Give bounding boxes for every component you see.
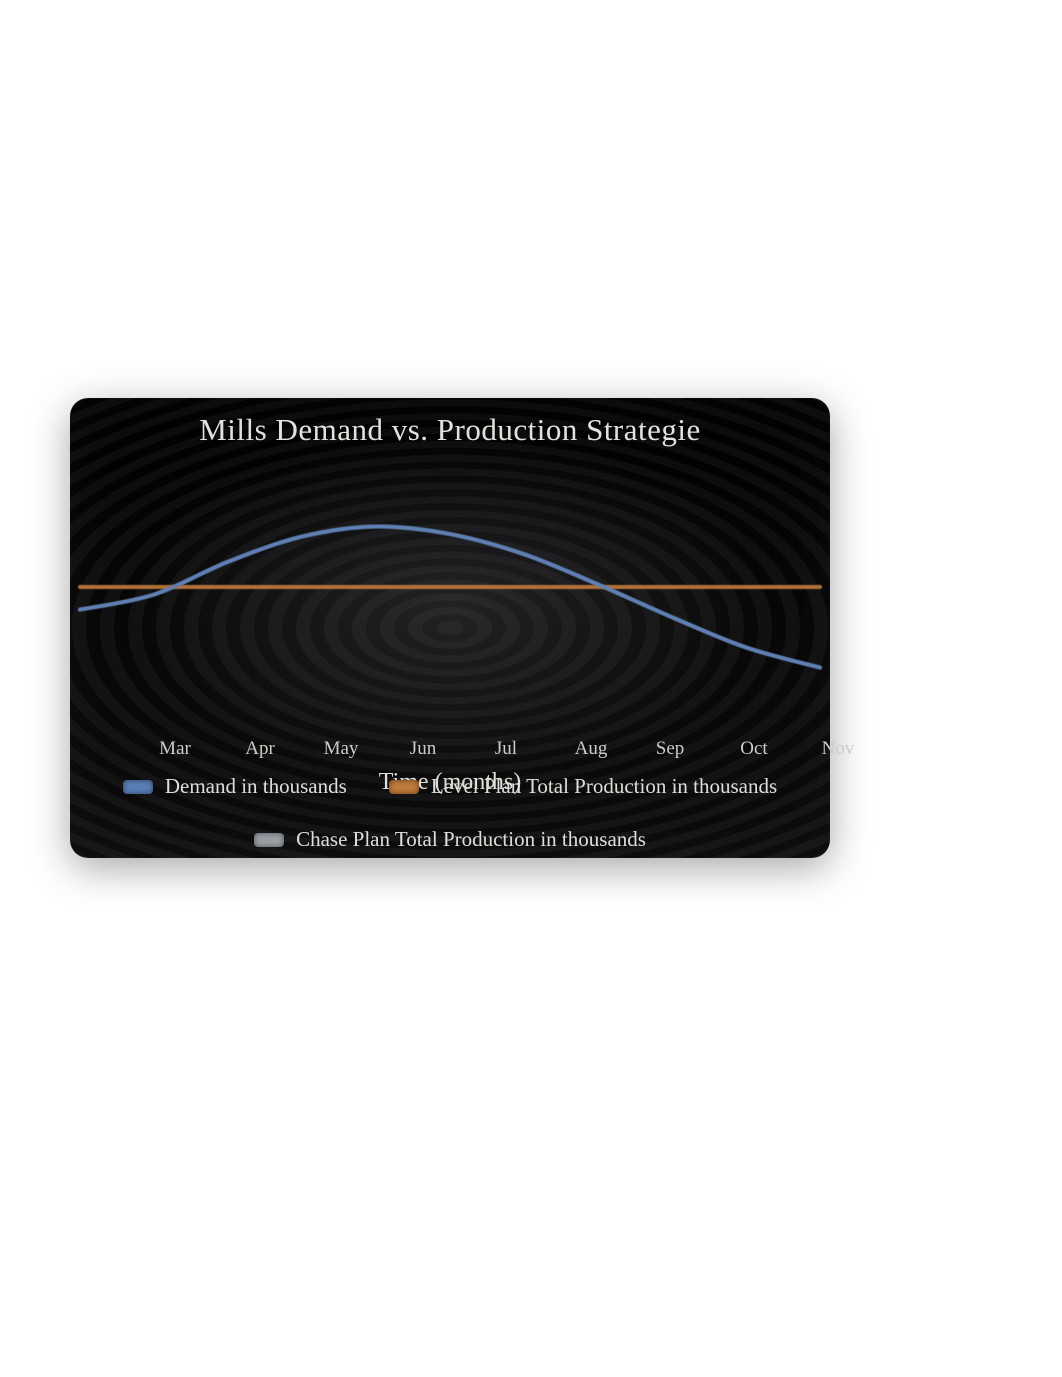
x-tick-label: Apr xyxy=(245,738,275,760)
x-tick-label: Aug xyxy=(575,738,608,760)
legend-item: Demand in thousands xyxy=(123,774,347,799)
page: Mills Demand vs. Production Strategie Ma… xyxy=(0,0,1062,1377)
chart-title: Mills Demand vs. Production Strategie xyxy=(70,412,830,448)
legend-item: Level Plan Total Production in thousands xyxy=(389,774,777,799)
chart-card: Mills Demand vs. Production Strategie Ma… xyxy=(70,398,830,858)
x-tick-label: May xyxy=(324,738,359,760)
series-line xyxy=(80,526,820,667)
legend-swatch xyxy=(123,780,153,794)
line-chart-svg xyxy=(70,456,830,728)
x-tick-label: Jul xyxy=(495,738,517,760)
x-tick-label: Jun xyxy=(410,738,436,760)
legend: Demand in thousands Level Plan Total Prod… xyxy=(70,774,830,852)
legend-label: Chase Plan Total Production in thousands xyxy=(296,827,646,852)
x-tick-label: Oct xyxy=(740,738,767,760)
series-line xyxy=(80,526,820,667)
legend-label: Demand in thousands xyxy=(165,774,347,799)
legend-label: Level Plan Total Production in thousands xyxy=(431,774,777,799)
x-tick-label: Nov xyxy=(822,738,855,760)
x-tick-label: Sep xyxy=(656,738,685,760)
legend-swatch xyxy=(254,833,284,847)
plot-area xyxy=(70,456,830,728)
legend-item: Chase Plan Total Production in thousands xyxy=(254,827,646,852)
legend-swatch xyxy=(389,780,419,794)
x-tick-label: Mar xyxy=(159,738,191,760)
